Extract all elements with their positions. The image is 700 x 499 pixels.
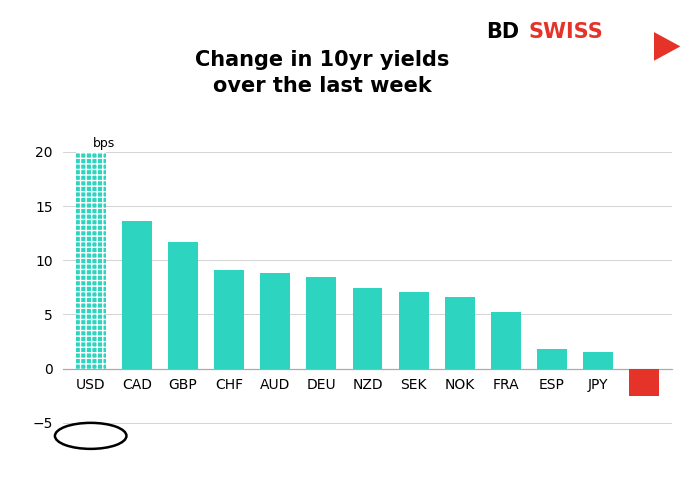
Bar (353, 288, 382, 369)
Bar (214, 270, 244, 369)
Text: SWISS: SWISS (528, 22, 603, 42)
Bar (168, 242, 198, 369)
Bar (122, 221, 152, 369)
Bar (76, 152, 106, 369)
Bar (583, 352, 613, 369)
Bar (260, 273, 290, 369)
Bar (629, 369, 659, 396)
Bar (444, 297, 475, 369)
Bar (537, 349, 567, 369)
Bar (491, 312, 521, 369)
Polygon shape (654, 32, 680, 61)
Bar (398, 292, 428, 369)
Bar (76, 152, 106, 369)
Text: Change in 10yr yields
over the last week: Change in 10yr yields over the last week (195, 50, 449, 95)
Text: bps: bps (93, 137, 116, 150)
Bar (307, 276, 337, 369)
Text: BD: BD (486, 22, 519, 42)
